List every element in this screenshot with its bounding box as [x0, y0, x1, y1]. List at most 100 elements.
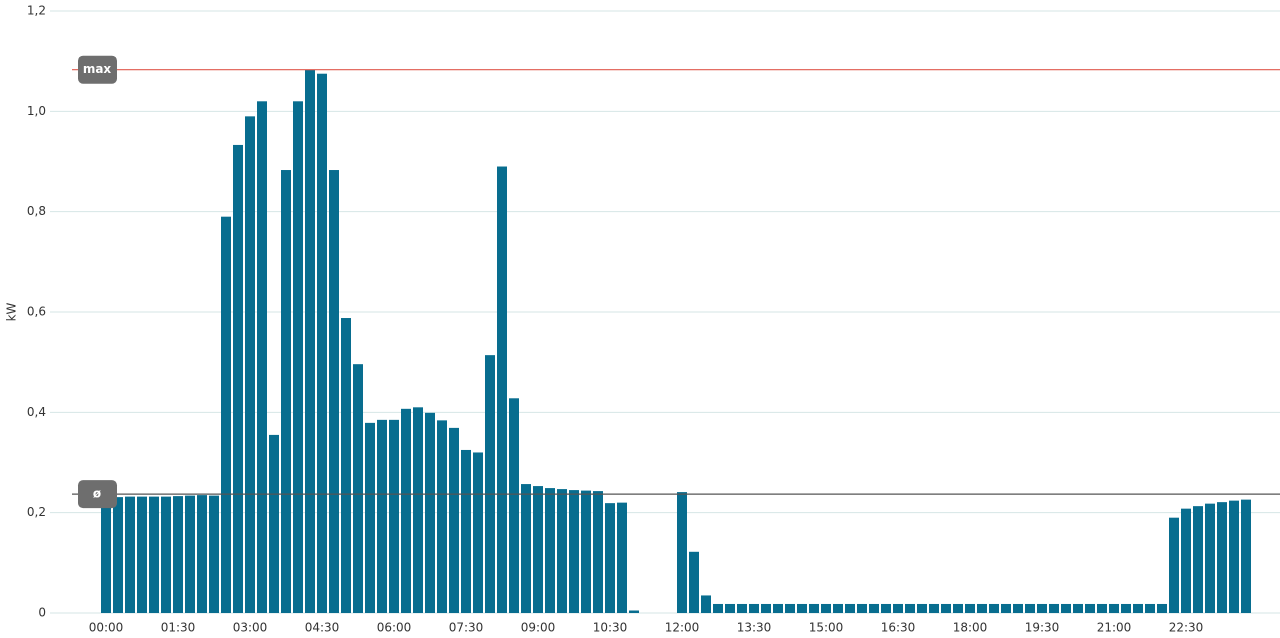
x-tick-label: 15:00	[809, 621, 844, 635]
bar	[257, 101, 267, 614]
bar	[197, 495, 207, 613]
bar	[881, 603, 891, 613]
bar	[677, 492, 687, 613]
bar	[1037, 603, 1047, 613]
bar	[773, 603, 783, 613]
x-tick-label: 10:30	[593, 621, 628, 635]
bar	[281, 170, 291, 614]
bar	[1133, 603, 1143, 613]
x-tick-label: 21:00	[1097, 621, 1132, 635]
bar	[1061, 603, 1071, 613]
reference-badge	[78, 480, 117, 509]
bar	[1073, 603, 1083, 613]
reference-label: ø	[93, 487, 101, 501]
bar	[1097, 603, 1107, 613]
bar	[377, 419, 387, 613]
bar	[1049, 603, 1059, 613]
x-tick-label: 07:30	[449, 621, 484, 635]
bar	[329, 170, 339, 614]
bar	[929, 603, 939, 613]
bar	[269, 434, 279, 613]
bar	[413, 407, 423, 613]
bar	[113, 497, 123, 613]
bar	[509, 398, 519, 613]
bar	[1085, 603, 1095, 613]
bar	[437, 420, 447, 613]
bar	[473, 452, 483, 613]
bar	[1013, 603, 1023, 613]
y-tick-label: 1,0	[27, 104, 46, 118]
x-tick-label: 16:30	[881, 621, 916, 635]
x-tick-label: 22:30	[1169, 621, 1204, 635]
bar	[581, 490, 591, 613]
bar	[569, 490, 579, 613]
bar	[821, 603, 831, 613]
y-tick-label: 0,8	[27, 204, 46, 218]
bar	[869, 603, 879, 613]
y-axis-label: kW	[5, 302, 19, 321]
bar	[761, 603, 771, 613]
x-tick-label: 12:00	[665, 621, 700, 635]
bar	[449, 427, 459, 613]
bar	[1157, 603, 1167, 613]
y-tick-label: 1,2	[27, 4, 46, 18]
bar	[1241, 499, 1251, 613]
bar	[209, 495, 219, 613]
bar	[425, 412, 435, 613]
bar	[941, 603, 951, 613]
bar	[521, 484, 531, 613]
bar	[797, 603, 807, 613]
bar	[317, 73, 327, 614]
x-tick-label: 01:30	[161, 621, 196, 635]
bar	[845, 603, 855, 613]
x-tick-label: 13:30	[737, 621, 772, 635]
bar	[137, 496, 147, 613]
bar	[1145, 603, 1155, 613]
bar	[809, 603, 819, 613]
reference-badge	[78, 55, 117, 84]
bar	[401, 408, 411, 613]
bar	[917, 603, 927, 613]
bar	[737, 603, 747, 613]
x-tick-label: 04:30	[305, 621, 340, 635]
bar	[965, 603, 975, 613]
bar	[353, 364, 363, 613]
x-tick-label: 03:00	[233, 621, 268, 635]
bar	[605, 503, 615, 613]
bar	[953, 603, 963, 613]
bar	[1169, 517, 1179, 613]
y-tick-label: 0,4	[27, 405, 46, 419]
bar	[461, 449, 471, 613]
bar	[905, 603, 915, 613]
bar	[713, 603, 723, 613]
x-tick-label: 00:00	[89, 621, 124, 635]
bar	[701, 595, 711, 613]
bar	[233, 144, 243, 613]
bar	[485, 355, 495, 613]
bar	[1217, 502, 1227, 613]
bar	[545, 488, 555, 613]
y-tick-label: 0,6	[27, 305, 46, 319]
bar	[725, 603, 735, 613]
bar	[893, 603, 903, 613]
bar	[1025, 603, 1035, 613]
bar	[749, 603, 759, 613]
bar	[1001, 603, 1011, 613]
bar	[149, 496, 159, 613]
bar	[173, 496, 183, 613]
bar	[125, 496, 135, 613]
x-tick-label: 18:00	[953, 621, 988, 635]
bar	[1109, 603, 1119, 613]
bar	[689, 551, 699, 613]
bar	[617, 502, 627, 613]
x-tick-label: 19:30	[1025, 621, 1060, 635]
y-tick-label: 0	[38, 606, 46, 620]
y-tick-label: 0,2	[27, 505, 46, 519]
bar	[857, 603, 867, 613]
bar	[629, 610, 639, 613]
bar	[1121, 603, 1131, 613]
x-tick-label: 06:00	[377, 621, 412, 635]
x-tick-label: 09:00	[521, 621, 556, 635]
bar	[293, 101, 303, 614]
bar	[989, 603, 999, 613]
